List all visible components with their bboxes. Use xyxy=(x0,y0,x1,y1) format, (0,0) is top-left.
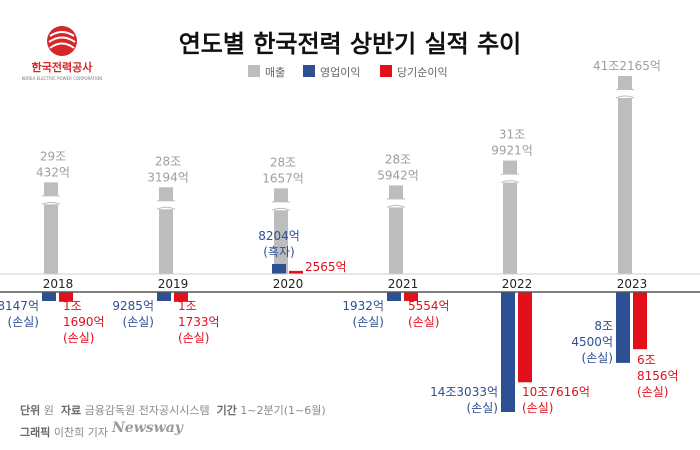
bar-net-income-2020 xyxy=(289,270,303,274)
bar-revenue-2023 xyxy=(618,76,632,274)
legend: 매출 영업이익 당기순이익 xyxy=(248,65,448,79)
bars-layer xyxy=(41,76,647,412)
label-revenue-2019: 28조 3194억 xyxy=(147,154,189,184)
legend-swatch-1 xyxy=(303,65,315,77)
label-revenue-2018: 29조 432억 xyxy=(36,149,70,179)
bar-op-profit-2019 xyxy=(157,292,171,301)
axis-break-line-2019 xyxy=(156,198,176,210)
label-revenue-2023: 41조2165억 xyxy=(593,59,661,73)
bar-op-profit-2020 xyxy=(272,264,286,274)
axis-break-line-2022 xyxy=(500,172,520,184)
graphic-value: 이찬희 기자 xyxy=(53,426,108,439)
bar-net-income-2022 xyxy=(518,292,532,383)
newsway-brand: Newsway xyxy=(112,420,183,436)
axis-break-2023 xyxy=(616,90,634,98)
bar-op-profit-2018 xyxy=(42,292,56,301)
footer-credit-line: 그래픽 이찬희 기자 xyxy=(20,424,108,440)
period-value: 1~2분기(1~6월) xyxy=(240,404,326,417)
bar-op-profit-2022 xyxy=(501,292,515,412)
year-label-2021: 2021 xyxy=(388,277,419,291)
bar-net-income-2023 xyxy=(633,292,647,350)
axis-break-2019 xyxy=(157,201,175,210)
year-label-2018: 2018 xyxy=(43,277,74,291)
legend-label-0: 매출 xyxy=(265,66,285,79)
legend-label-1: 영업이익 xyxy=(320,66,360,79)
year-label-2020: 2020 xyxy=(273,277,304,291)
label-net-income-2021: 5554억 (손실) xyxy=(408,299,450,329)
label-op-profit-2021: 1932억 (손실) xyxy=(342,299,384,329)
bar-revenue-2022 xyxy=(503,160,517,274)
label-revenue-2020: 28조 1657억 xyxy=(262,155,304,185)
axis-break-line-2020 xyxy=(271,199,291,211)
label-net-income-2020: 2565억 xyxy=(305,260,347,274)
label-net-income-2018: 1조 1690억 (손실) xyxy=(63,299,105,345)
unit-value: 원 xyxy=(43,404,54,417)
bar-revenue-2021 xyxy=(389,185,403,274)
label-net-income-2023: 6조 8156억 (손실) xyxy=(637,353,679,399)
bar-net-income-2018 xyxy=(59,292,73,302)
bar-net-income-2019 xyxy=(174,292,188,302)
axis-break-line-2018 xyxy=(41,193,61,205)
label-revenue-2022: 31조 9921억 xyxy=(491,128,533,158)
bar-op-profit-2021 xyxy=(387,292,401,301)
label-revenue-2021: 28조 5942억 xyxy=(377,152,419,182)
logo-subtitle: KOREA ELECTRIC POWER CORPORATION xyxy=(22,76,103,81)
axis-break-2022 xyxy=(501,174,519,183)
period-label: 기간 xyxy=(216,404,237,417)
label-op-profit-2019: 9285억 (손실) xyxy=(112,299,154,329)
axis-break-2018 xyxy=(42,196,60,205)
label-op-profit-2018: 8147억 (손실) xyxy=(0,299,39,329)
legend-swatch-2 xyxy=(380,65,392,77)
label-net-income-2022: 10조7616억 (손실) xyxy=(522,385,590,415)
year-label-2022: 2022 xyxy=(502,277,533,291)
label-op-profit-2020: 8204억 (흑자) xyxy=(258,229,300,259)
axis-break-line-2021 xyxy=(386,196,406,208)
bar-net-income-2021 xyxy=(404,292,418,301)
year-labels: 2018 2019 2020 2021 2022 2023 xyxy=(43,277,648,291)
legend-label-2: 당기순이익 xyxy=(397,66,448,79)
footer-source-line: 단위 원 자료 금융감독원 전자공시시스템 기간 1~2분기(1~6월) xyxy=(20,402,326,418)
year-label-2023: 2023 xyxy=(617,277,648,291)
unit-label: 단위 xyxy=(20,404,41,417)
axis-break-2020 xyxy=(272,202,290,211)
axis-break-line-2023 xyxy=(615,87,635,99)
value-labels: 29조 432억 28조 3194억 28조 1657억 28조 5942억 31조 9921억 4… xyxy=(0,59,679,415)
bar-revenue-2018 xyxy=(44,182,58,274)
axis-break-2021 xyxy=(387,199,405,208)
logo-name: 한국전력공사 xyxy=(32,60,94,74)
graphic-label: 그래픽 xyxy=(20,426,51,439)
label-op-profit-2022: 14조3033억 (손실) xyxy=(430,385,498,415)
year-label-2019: 2019 xyxy=(158,277,189,291)
source-value: 금융감독원 전자공시시스템 xyxy=(84,404,210,417)
label-net-income-2019: 1조 1733억 (손실) xyxy=(178,299,220,345)
legend-swatch-0 xyxy=(248,65,260,77)
label-op-profit-2023: 8조 4500억 (손실) xyxy=(571,319,613,365)
source-label: 자료 xyxy=(60,404,82,417)
kepco-logo: 한국전력공사 KOREA ELECTRIC POWER CORPORATION xyxy=(22,26,103,81)
bar-op-profit-2023 xyxy=(616,292,630,363)
chart-title: 연도별 한국전력 상반기 실적 추이 xyxy=(179,30,522,58)
